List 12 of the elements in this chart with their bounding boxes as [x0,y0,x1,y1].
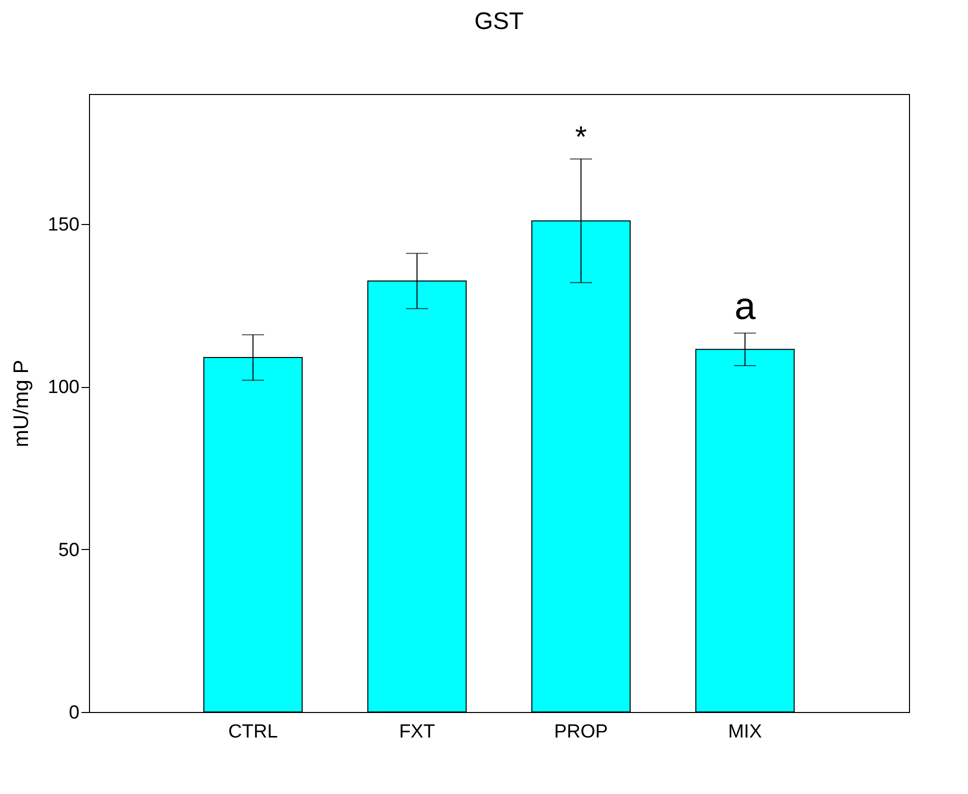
y-tick-label: 150 [48,214,80,236]
y-tick-label: 0 [68,702,80,724]
y-tick-label: 50 [58,540,80,561]
y-axis-title: mU/mg P [10,360,33,448]
annotation: * [575,121,588,154]
annotation: a [734,286,756,328]
chart-title: GST [474,8,524,35]
x-tick-label: CTRL [228,722,278,742]
x-tick-label: FXT [399,722,436,742]
x-tick-label: MIX [728,722,762,742]
x-tick-label: PROP [554,722,608,742]
y-tick-label: 100 [48,377,80,398]
